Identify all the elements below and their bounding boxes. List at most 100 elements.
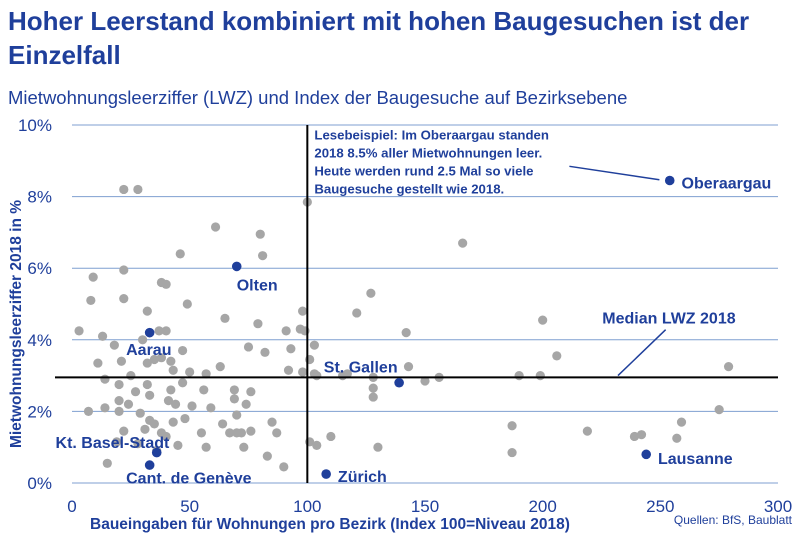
data-point	[163, 396, 174, 406]
data-point	[135, 408, 145, 418]
annotation-line: Heute werden rund 2.5 Mal so viele	[314, 163, 533, 178]
data-point	[241, 399, 251, 409]
data-point	[142, 306, 152, 316]
data-point	[166, 356, 176, 366]
data-point	[145, 415, 155, 425]
data-point	[672, 433, 682, 443]
data-point	[260, 347, 270, 357]
data-point	[538, 315, 548, 325]
median-label: Median LWZ 2018	[602, 311, 735, 328]
data-point	[170, 399, 181, 409]
data-point	[180, 413, 190, 424]
data-point	[236, 428, 247, 438]
y-tick-label: 0%	[27, 474, 52, 493]
highlight-point	[321, 469, 331, 479]
highlight-label: Kt. Basel-Stadt	[56, 435, 170, 452]
y-tick-label: 6%	[27, 259, 52, 278]
data-point	[507, 447, 517, 458]
data-point	[116, 356, 127, 366]
highlight-label: Zürich	[338, 469, 387, 486]
highlight-point	[144, 460, 155, 470]
data-point	[123, 399, 134, 409]
data-point	[133, 439, 143, 449]
data-point	[74, 326, 84, 336]
data-point	[342, 369, 352, 379]
data-point	[298, 306, 308, 316]
highlight-point	[151, 447, 162, 458]
x-tick-label: 200	[528, 497, 556, 516]
data-point	[140, 424, 150, 434]
data-point	[145, 390, 155, 400]
data-point	[535, 371, 545, 381]
data-point	[119, 426, 129, 436]
data-point	[130, 387, 141, 397]
data-point	[507, 421, 517, 431]
highlight-label: Aarau	[126, 342, 171, 359]
x-tick-label: 50	[180, 497, 199, 516]
x-tick-label: 150	[411, 497, 439, 516]
data-point	[119, 265, 129, 275]
data-point	[218, 419, 228, 429]
axes: 0% 2% 4% 6% 8% 10% 0 50 100 150 200 250 300 Baueingab…	[8, 116, 792, 533]
data-point	[182, 299, 192, 309]
reference-lines	[55, 125, 778, 483]
data-point	[112, 437, 122, 447]
x-tick-label: 100	[293, 497, 321, 516]
data-point	[229, 385, 239, 395]
data-point	[119, 294, 129, 304]
x-axis-label: Baueingaben für Wohnungen pro Bezirk (In…	[90, 516, 570, 533]
data-point	[279, 462, 289, 472]
data-point	[239, 442, 249, 452]
data-point	[229, 394, 239, 404]
highlight-point	[144, 327, 155, 338]
data-point	[582, 426, 592, 436]
data-point	[126, 371, 136, 381]
data-point	[109, 340, 119, 350]
highlight-label: St. Gallen	[324, 360, 398, 377]
data-point	[514, 371, 524, 381]
highlight-point	[664, 175, 675, 186]
data-points	[74, 184, 734, 472]
data-point	[93, 358, 103, 368]
data-point	[83, 406, 94, 416]
data-point	[253, 319, 263, 329]
data-point	[225, 428, 235, 438]
data-point	[161, 431, 171, 442]
data-point	[298, 367, 308, 377]
data-point	[201, 369, 211, 379]
chart-title: Hoher Leerstand kombiniert mit hohen Bau…	[8, 6, 750, 70]
data-point	[201, 442, 211, 452]
data-point	[272, 428, 282, 438]
data-point	[199, 385, 209, 395]
data-point	[373, 442, 383, 452]
highlighted-points: Oberaargau Olten Aarau St. Gallen Kt. Basel-…	[56, 175, 772, 487]
gridlines	[72, 124, 778, 412]
data-point	[312, 440, 322, 451]
data-point	[142, 358, 152, 368]
data-point	[142, 379, 152, 390]
data-point	[262, 451, 272, 461]
data-point	[368, 392, 378, 402]
data-point	[676, 417, 687, 427]
x-tick-label: 0	[67, 497, 76, 516]
data-point	[636, 430, 647, 440]
y-tick-label: 8%	[27, 188, 52, 207]
data-point	[100, 374, 110, 384]
data-point	[138, 335, 148, 345]
data-point	[88, 272, 98, 282]
data-point	[210, 222, 221, 232]
source-note: Quellen: BfS, Baublatt	[673, 513, 792, 527]
data-point	[312, 371, 322, 381]
y-tick-label: 10%	[18, 116, 52, 135]
data-point	[281, 326, 291, 336]
data-point	[178, 345, 188, 356]
data-point	[420, 376, 430, 386]
data-point	[178, 378, 188, 388]
data-point	[119, 184, 129, 195]
data-point	[168, 417, 178, 427]
data-point	[97, 331, 108, 341]
data-point	[86, 295, 96, 306]
data-point	[403, 362, 414, 372]
data-point	[154, 326, 164, 336]
